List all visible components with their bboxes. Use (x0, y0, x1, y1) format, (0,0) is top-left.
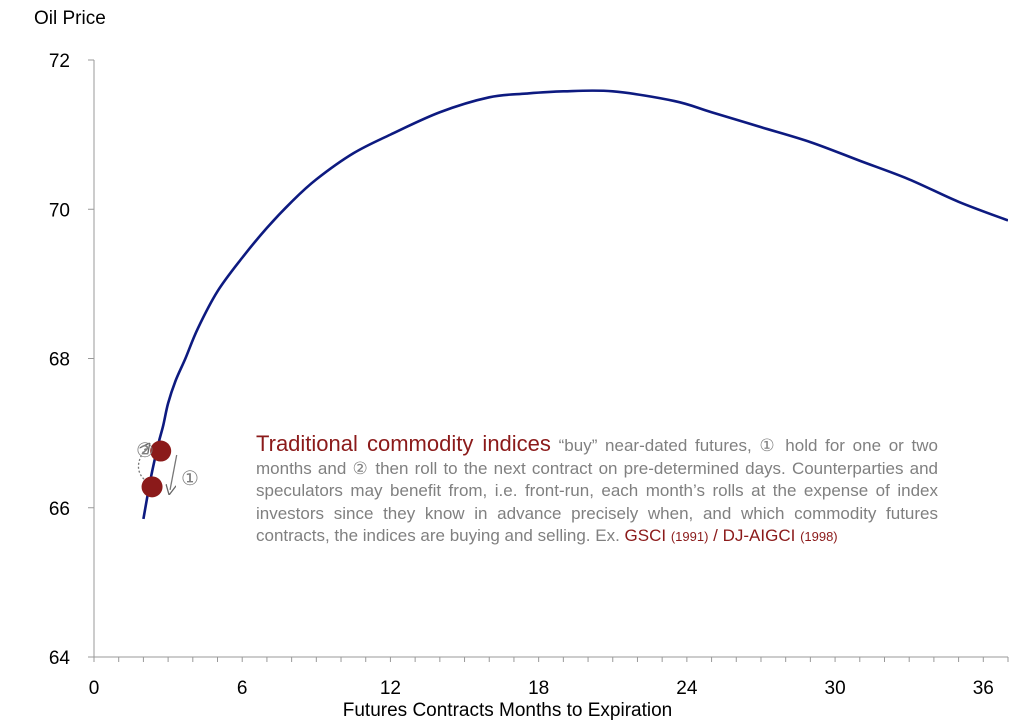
hold-step-label: ① (181, 468, 199, 490)
contract-marker (141, 476, 163, 498)
annotation-text-3: then roll to the next contract on pre-de… (256, 458, 938, 546)
gsci-label: GSCI (624, 526, 667, 545)
hold-arrow (170, 454, 178, 490)
annotation-text-1: “buy” near-dated futures, (550, 436, 760, 455)
roll-symbol: ② (352, 458, 370, 478)
y-tick-label: 68 (49, 350, 70, 371)
hold-symbol: ① (759, 436, 778, 455)
x-tick-label: 24 (676, 678, 698, 699)
contract-marker (150, 440, 172, 462)
x-tick-label: 18 (528, 678, 549, 699)
y-tick-label: 70 (49, 200, 70, 221)
x-tick-label: 6 (237, 678, 248, 699)
gsci-year: (1991) (670, 529, 709, 544)
series-line (142, 89, 1008, 520)
djaigci-label: DJ-AIGCI (722, 526, 796, 545)
x-axis-label: Futures Contracts Months to Expiration (342, 700, 673, 721)
djaigci-year: (1998) (800, 529, 838, 544)
y-tick-label: 66 (49, 499, 70, 520)
x-tick-label: 36 (973, 678, 994, 699)
x-tick-label: 12 (380, 678, 401, 699)
annotation-text-2: hold for one or two months and (256, 436, 938, 478)
annotation-title: Traditional commodity indices (256, 431, 551, 456)
x-tick-label: 30 (825, 678, 846, 699)
x-tick-label: 0 (89, 678, 100, 699)
y-axis-label: Oil Price (34, 8, 106, 29)
y-tick-label: 72 (49, 51, 70, 72)
y-tick-label: 64 (49, 648, 71, 669)
separator: / (708, 526, 723, 545)
annotation-text: Traditional commodity indices “buy” near… (256, 431, 938, 549)
roll-step-label: ② (136, 440, 154, 462)
